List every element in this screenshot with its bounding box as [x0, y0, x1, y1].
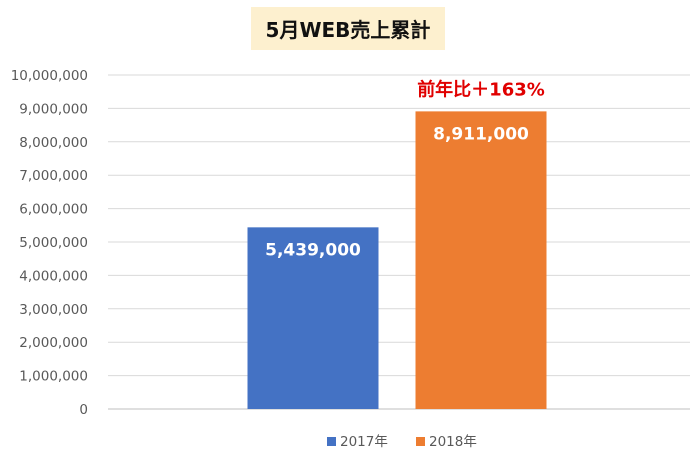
y-tick-label: 3,000,000: [19, 302, 88, 318]
bar-2017年: [247, 227, 379, 409]
growth-annotation: 前年比＋163%: [417, 78, 545, 100]
y-tick-label: 0: [79, 402, 88, 418]
y-tick-label: 10,000,000: [11, 68, 88, 84]
data-label: 8,911,000: [433, 124, 529, 144]
data-label: 5,439,000: [265, 240, 361, 260]
y-tick-label: 8,000,000: [19, 135, 88, 151]
legend-swatch: [416, 437, 425, 446]
legend-label: 2017年: [340, 434, 388, 450]
y-tick-label: 9,000,000: [19, 101, 88, 117]
y-tick-label: 1,000,000: [19, 369, 88, 385]
y-tick-label: 7,000,000: [19, 168, 88, 184]
legend-swatch: [327, 437, 336, 446]
y-tick-label: 2,000,000: [19, 335, 88, 351]
y-tick-label: 5,000,000: [19, 235, 88, 251]
legend-label: 2018年: [429, 434, 477, 450]
y-tick-label: 4,000,000: [19, 268, 88, 284]
bar-2018年: [415, 111, 547, 410]
chart-title: 5月WEB売上累計: [251, 7, 445, 50]
y-tick-label: 6,000,000: [19, 202, 88, 218]
